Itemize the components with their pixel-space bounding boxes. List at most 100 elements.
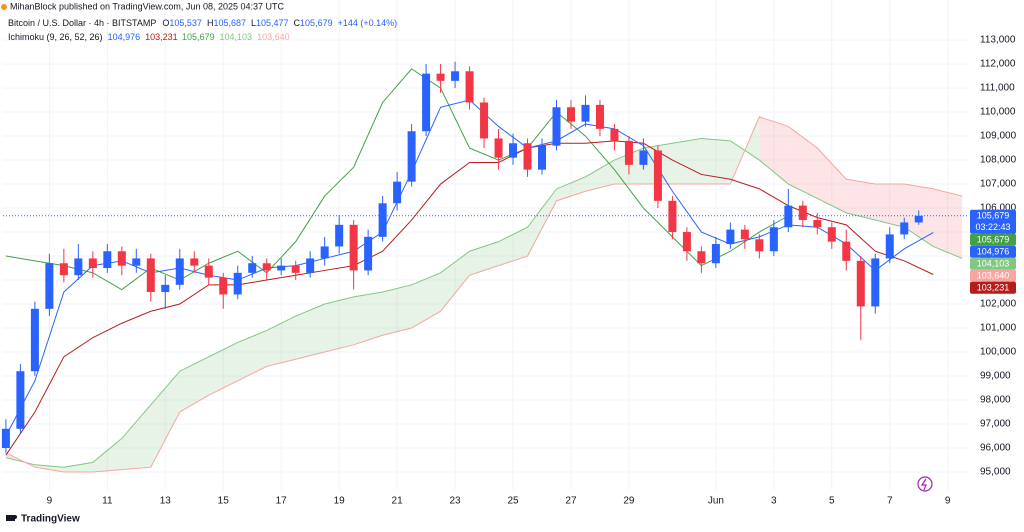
- candle-body: [132, 258, 141, 266]
- event-icon-bolt: [920, 478, 927, 491]
- cloud-fill: [585, 160, 615, 192]
- x-tick-label: 15: [218, 496, 230, 507]
- price-label-box: [970, 233, 1016, 246]
- y-tick-label: 99,000: [980, 371, 1011, 382]
- candle-body: [30, 308, 39, 372]
- cloud-fill: [759, 116, 789, 185]
- symbol-line: Bitcoin / U.S. Dollar · 4h · BITSTAMP O10…: [8, 18, 397, 28]
- y-tick-label: 107,000: [980, 179, 1017, 190]
- cloud-fill: [179, 356, 209, 413]
- candle-body: [509, 143, 518, 158]
- overlay: MihanBlock published on TradingView.com,…: [1, 1, 933, 525]
- cloud-fill: [150, 371, 180, 468]
- x-tick-label: 11: [102, 496, 113, 507]
- price-label-box: [970, 269, 1016, 282]
- x-tick-label: 9: [945, 496, 951, 507]
- candle-body: [88, 258, 97, 269]
- symbol: Bitcoin / U.S. Dollar · 4h · BITSTAMP: [8, 18, 156, 28]
- quote-key: H: [207, 18, 214, 28]
- candle-body: [204, 265, 213, 278]
- y-tick-label: 98,000: [980, 395, 1011, 406]
- indicator-value: 104,976: [108, 32, 141, 42]
- indicator-value: 103,640: [257, 32, 290, 42]
- cloud-fill: [933, 188, 963, 259]
- cloud-fill: [295, 304, 325, 360]
- candle-body: [349, 224, 358, 271]
- lagging-line: [5, 68, 789, 291]
- candle-body: [422, 73, 431, 132]
- price-label-box: [970, 257, 1016, 270]
- candle-body: [827, 227, 836, 242]
- candle-body: [45, 263, 54, 309]
- cloud-fill: [92, 438, 122, 473]
- candle-body: [798, 205, 807, 221]
- cloud-fill: [440, 251, 470, 312]
- price-countdown: 03:22:43: [975, 222, 1010, 232]
- candle-body: [16, 371, 25, 429]
- indicator-line: Ichimoku (9, 26, 52, 26) 104,976 103,231 10…: [8, 32, 290, 42]
- x-tick-label: 7: [887, 496, 893, 507]
- span_a-line: [5, 137, 963, 468]
- candle-body: [1, 428, 10, 449]
- price-label: 105,679: [977, 211, 1010, 221]
- candle-body: [190, 258, 199, 266]
- quote-key: C: [294, 18, 301, 28]
- cloud-fill: [498, 227, 528, 266]
- cloud-fill: [411, 272, 441, 329]
- price-label-box: [970, 209, 1016, 234]
- candle-body: [175, 258, 184, 285]
- logo-mark-dot: [13, 515, 17, 519]
- quote-value: 105,537: [169, 18, 202, 28]
- candle-body: [639, 150, 648, 165]
- x-tick-label: 5: [829, 496, 835, 507]
- cloud-fill: [817, 148, 847, 213]
- event-icon[interactable]: [917, 476, 933, 492]
- price-label: 104,976: [977, 247, 1010, 257]
- price-label: 103,231: [977, 283, 1010, 293]
- y-tick-label: 95,000: [980, 467, 1011, 478]
- cloud-fill: [788, 126, 818, 199]
- candle-body: [465, 71, 474, 103]
- price-label-box: [970, 281, 1016, 294]
- candle-body: [581, 104, 590, 122]
- y-tick-label: 106,000: [980, 203, 1017, 214]
- candle-body: [436, 73, 445, 81]
- cloud-fill: [63, 462, 93, 473]
- cloud-fill: [469, 241, 499, 276]
- candle-body: [74, 258, 83, 276]
- candle-body: [856, 260, 865, 307]
- candle-body: [407, 131, 416, 182]
- logo-text: TradingView: [21, 514, 80, 525]
- candle-body: [480, 102, 489, 139]
- x-tick-label: Jun: [708, 496, 724, 507]
- cloud-fill: [121, 404, 151, 470]
- x-tick-label: 27: [565, 496, 577, 507]
- candle-body: [784, 205, 793, 228]
- y-tick-label: 100,000: [980, 347, 1017, 358]
- indicator-value: 104,103: [220, 32, 253, 42]
- candle-body: [566, 107, 575, 122]
- candle-body: [610, 128, 619, 141]
- candle-body: [900, 222, 909, 235]
- candle-body: [117, 251, 126, 266]
- publisher: MihanBlock published on TradingView.com,…: [10, 1, 284, 11]
- x-tick-label: 29: [623, 496, 635, 507]
- x-tick-label: 9: [47, 496, 53, 507]
- price-label: 104,103: [977, 259, 1010, 269]
- cloud-fill: [382, 284, 412, 336]
- y-tick-label: 108,000: [980, 155, 1017, 166]
- candle-body: [146, 258, 155, 293]
- x-tick-label: 13: [160, 496, 172, 507]
- candle-body: [682, 232, 691, 252]
- quote-value: 105,687: [213, 18, 246, 28]
- candle-body: [262, 263, 271, 271]
- quote-value: 105,679: [300, 18, 333, 28]
- x-tick-label: 21: [392, 496, 404, 507]
- candle-body: [59, 263, 68, 276]
- candle-body: [161, 284, 170, 293]
- span_b-line: [5, 116, 963, 473]
- candle-body: [335, 224, 344, 247]
- x-tick-label: 17: [276, 496, 288, 507]
- candle-body: [219, 277, 228, 295]
